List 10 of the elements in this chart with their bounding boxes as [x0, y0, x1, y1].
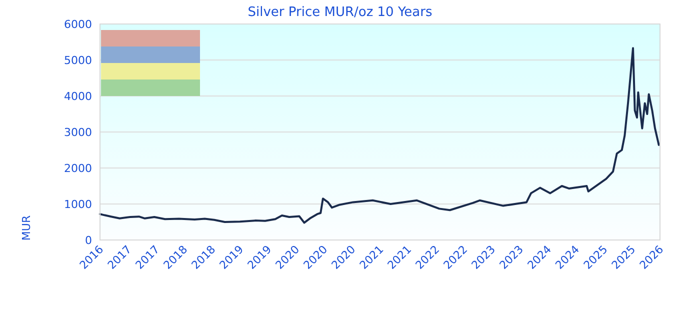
y-tick-label: 4000 — [64, 90, 92, 103]
y-tick-label: 6000 — [64, 18, 92, 31]
y-axis-title: MUR — [20, 215, 33, 241]
y-tick-label: 3000 — [64, 126, 92, 139]
y-tick-label: 5000 — [64, 54, 92, 67]
chart-title: Silver Price MUR/oz 10 Years — [248, 5, 432, 20]
y-tick-label: 1000 — [64, 198, 92, 211]
line-series — [99, 47, 660, 224]
y-tick-label: 2000 — [64, 162, 92, 175]
y-tick-label: 0 — [85, 234, 92, 247]
